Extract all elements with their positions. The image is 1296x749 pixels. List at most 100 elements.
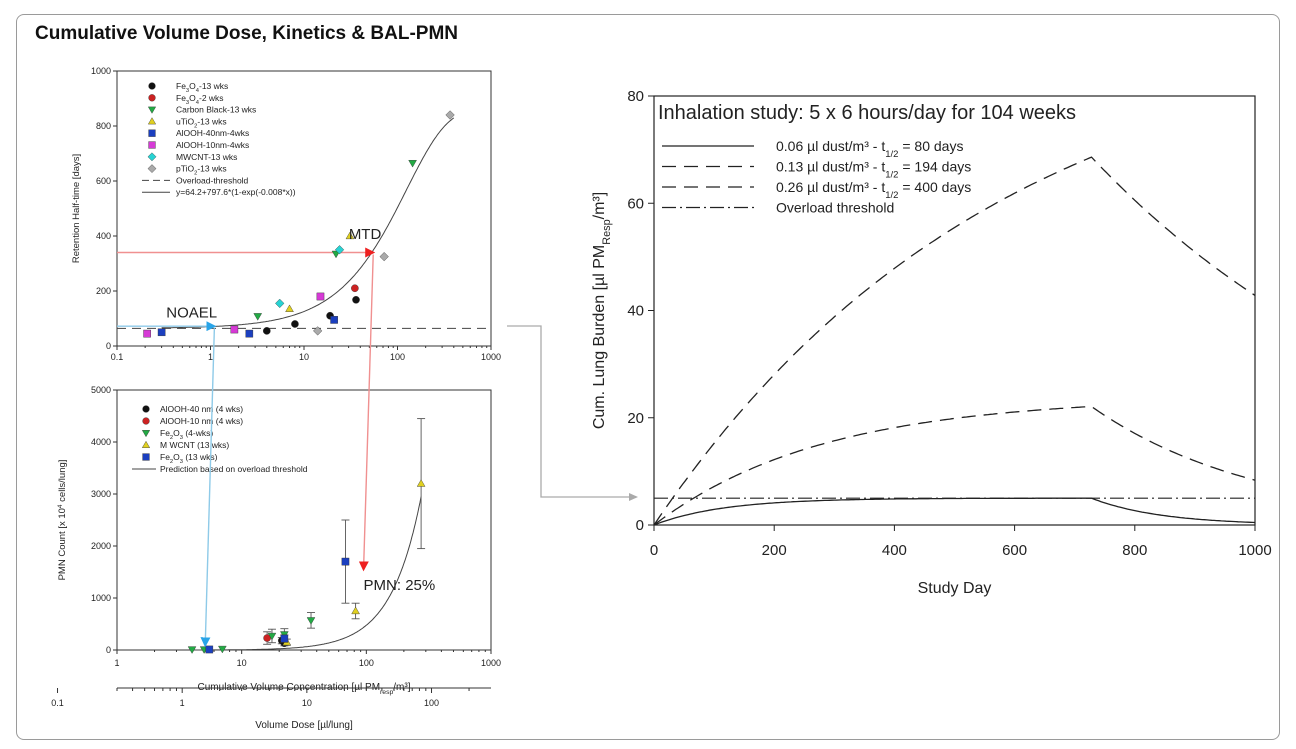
data-point [313, 326, 323, 336]
legend-label: AlOOH-10 nm (4 wks) [160, 416, 243, 426]
secondary-axis-label: Volume Dose [µl/lung] [255, 720, 353, 731]
noael-drop-arrow [200, 328, 216, 648]
data-point [187, 646, 197, 654]
data-point [306, 617, 316, 625]
y-tick-label: 0 [106, 341, 111, 351]
x-tick-label: 10 [299, 352, 309, 362]
x-tick-label: 100 [359, 658, 374, 668]
y-axis-label: PMN Count [x 104 cells/lung] [57, 460, 69, 581]
legend-marker [148, 141, 156, 149]
x-tick-label: 0.1 [111, 352, 124, 362]
plot-frame [116, 389, 492, 651]
data-point [334, 245, 345, 255]
legend-label: M WCNT (13 wks) [160, 440, 229, 450]
legend-label: Overload-threshold [176, 175, 249, 185]
legend-marker [147, 117, 157, 125]
legend-marker [147, 164, 157, 173]
x-tick-label: 0 [650, 542, 658, 559]
data-point [351, 284, 359, 293]
data-point [205, 645, 214, 654]
data-point [285, 304, 294, 312]
data-point [316, 292, 325, 301]
figure-frame: Cumulative Volume Dose, Kinetics & BAL-P… [16, 14, 1280, 740]
legend-label: pTiO2-13 wks [176, 164, 227, 177]
y-tick-label: 20 [627, 410, 644, 427]
annotation-mtd: MTD [349, 226, 382, 243]
legend-label: AlOOH-10nm-4wks [176, 140, 249, 150]
annotation-pmn: PMN: 25% [364, 577, 436, 594]
legend-label: Fe2O3 (13 wks) [160, 452, 218, 465]
legend-label: 0.26 µl dust/m³ - t1/2 = 400 days [776, 179, 971, 201]
y-tick-label: 800 [96, 121, 111, 131]
y-tick-label: 80 [627, 88, 644, 105]
data-point [275, 298, 285, 308]
y-tick-label: 4000 [91, 437, 111, 447]
legend-marker [147, 106, 157, 114]
legend-label: 0.06 µl dust/m³ - t1/2 = 80 days [776, 138, 963, 160]
data-point [345, 231, 355, 240]
connector-arrow [507, 325, 638, 501]
data-point [341, 557, 350, 566]
legend-marker [141, 430, 151, 438]
x-tick-label: 200 [762, 542, 787, 559]
x-tick-label: 1 [114, 658, 119, 668]
secondary-x-tick-label: 1 [180, 698, 185, 708]
prediction-curve [192, 496, 422, 651]
data-point [230, 325, 239, 334]
y-axis-label: Cum. Lung Burden [µl PMResp/m³] [591, 192, 613, 429]
y-tick-label: 0 [106, 645, 111, 655]
legend-label: Fe3O4-2 wks [176, 93, 224, 106]
data-point [416, 479, 426, 487]
secondary-x-tick-label: 100 [424, 698, 439, 708]
data-point [291, 320, 299, 328]
legend-label: uTiO2-13 wks [176, 116, 227, 129]
y-tick-label: 60 [627, 195, 644, 212]
mtd-drop-arrow [358, 254, 374, 572]
legend-marker [142, 453, 150, 461]
data-point [351, 606, 360, 615]
data-point [280, 634, 289, 643]
y-tick-label: 0 [636, 517, 644, 534]
x-tick-label: 800 [1122, 542, 1147, 559]
series-line [653, 497, 1256, 526]
legend-marker [141, 440, 151, 448]
figure-title: Cumulative Volume Dose, Kinetics & BAL-P… [35, 23, 458, 44]
legend-label: Carbon Black-13 wks [176, 105, 256, 115]
y-axis-label: Retention Half-time [days] [71, 154, 82, 263]
series-line [653, 405, 1256, 526]
x-tick-label: 1000 [1238, 542, 1271, 559]
legend-marker [147, 152, 157, 162]
legend-label: AlOOH-40 nm (4 wks) [160, 404, 243, 414]
connector-arrowhead [629, 493, 638, 501]
data-point [352, 295, 360, 304]
connector-line [507, 325, 630, 498]
chart-title: Inhalation study: 5 x 6 hours/day for 10… [658, 102, 1076, 124]
data-point [157, 328, 166, 337]
data-point [379, 252, 389, 262]
x-tick-label: 1000 [481, 352, 501, 362]
y-tick-label: 600 [96, 176, 111, 186]
x-tick-label: 1 [208, 352, 213, 362]
y-tick-label: 2000 [91, 541, 111, 551]
legend-label: Overload threshold [776, 200, 894, 216]
legend-marker [148, 129, 156, 137]
legend-marker [148, 82, 156, 90]
legend-label: Prediction based on overload threshold [160, 464, 308, 474]
annotation-noael: NOAEL [166, 305, 217, 322]
x-axis-label: Cumulative Volume Concentration [µl PMre… [198, 682, 411, 696]
y-tick-label: 1000 [91, 66, 111, 76]
y-tick-label: 400 [96, 231, 111, 241]
data-point [330, 316, 338, 324]
data-point [267, 632, 277, 641]
legend-marker [142, 417, 150, 425]
legend-label: MWCNT-13 wks [176, 152, 237, 162]
series-line [653, 156, 1256, 526]
data-point [143, 329, 151, 338]
legend-label: Fe3O4-13 wks [176, 81, 228, 94]
lung-burden-chart: 0 200 400 600 800 1000 0 20 40 60 80 Study Day Cum. … [591, 88, 1272, 597]
data-point [262, 327, 271, 335]
y-tick-label: 3000 [91, 489, 111, 499]
data-point [218, 645, 227, 654]
